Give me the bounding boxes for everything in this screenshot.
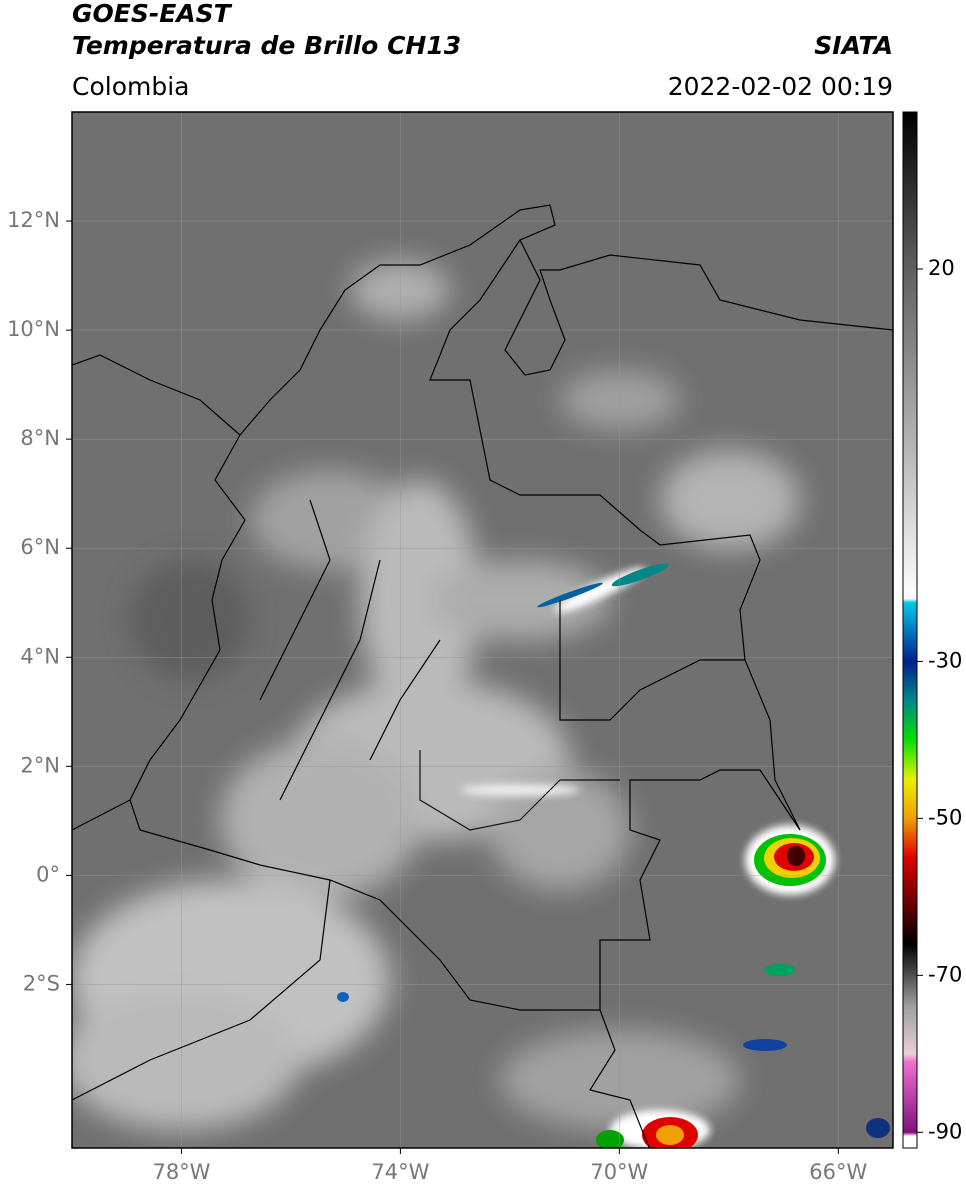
product: Temperatura de Brillo CH13 bbox=[72, 31, 461, 60]
y-tick-label: 10°N bbox=[7, 317, 60, 341]
source: SIATA bbox=[814, 31, 893, 60]
y-tick-label: 6°N bbox=[20, 535, 60, 559]
y-tick-label: 2°N bbox=[20, 753, 60, 777]
satellite: GOES-EAST bbox=[72, 0, 233, 28]
map-image bbox=[72, 112, 893, 1148]
colorbar-tick-label: 20 bbox=[928, 256, 955, 280]
y-tick-label: 0° bbox=[36, 862, 60, 886]
colorbar-tick-label: -90 bbox=[928, 1119, 962, 1143]
y-tick-label: 8°N bbox=[20, 426, 60, 450]
y-tick-label: 12°N bbox=[7, 208, 60, 232]
y-tick-label: 4°N bbox=[20, 644, 60, 668]
map-frame bbox=[71, 111, 894, 1149]
x-tick-label: 70°W bbox=[590, 1160, 648, 1184]
region: Colombia bbox=[72, 72, 189, 101]
colorbar-tick-label: -30 bbox=[928, 648, 962, 672]
colorbar-tick-label: -50 bbox=[928, 805, 962, 829]
x-tick-label: 74°W bbox=[371, 1160, 429, 1184]
colorbar bbox=[902, 111, 918, 1149]
x-tick-label: 78°W bbox=[152, 1160, 210, 1184]
x-tick-label: 66°W bbox=[809, 1160, 867, 1184]
datetime: 2022-02-02 00:19 bbox=[668, 72, 893, 101]
y-tick-label: 2°S bbox=[23, 971, 60, 995]
colorbar-tick-label: -70 bbox=[928, 962, 962, 986]
